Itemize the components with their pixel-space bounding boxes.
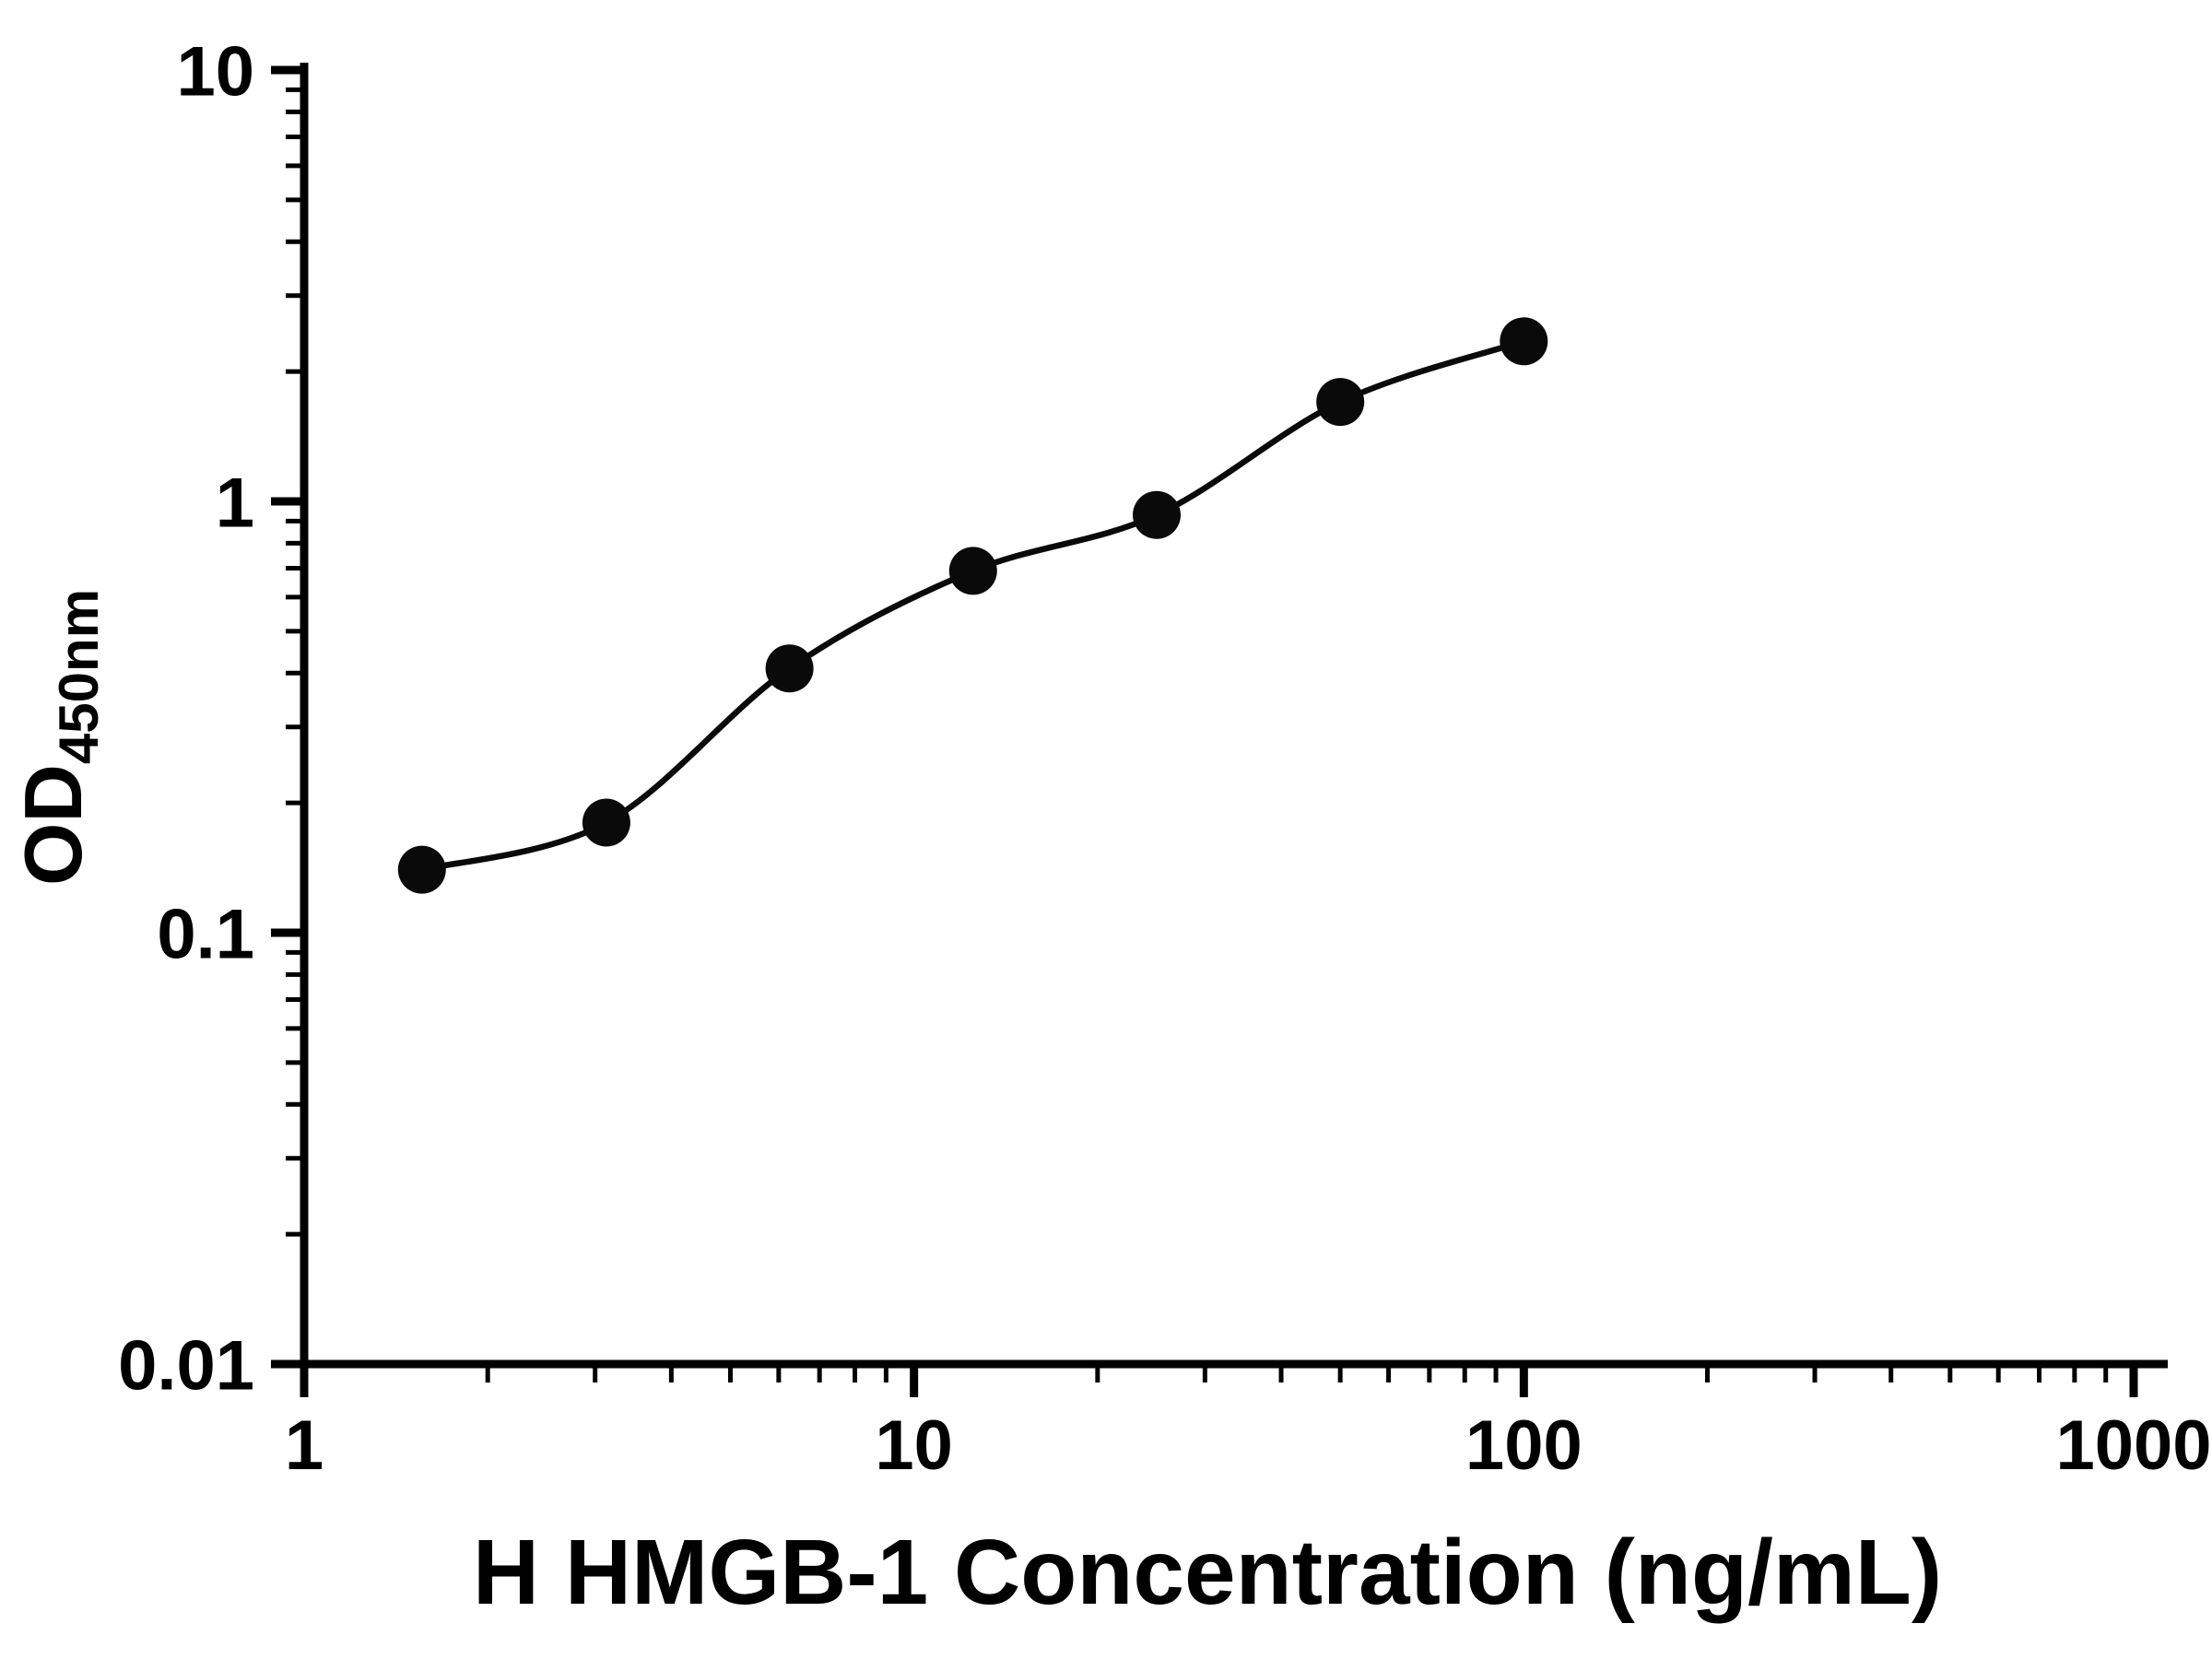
data-point (1500, 317, 1548, 366)
y-axis-title-main: OD (7, 764, 99, 886)
x-tick-label: 10 (875, 1406, 953, 1485)
axes-layer: 1 10 100 1000 0.01 0.1 1 10 (118, 32, 2211, 1485)
x-tick-label: 100 (1465, 1406, 1583, 1485)
y-tick-label: 0.01 (118, 1326, 254, 1405)
y-axis-title-subscript: 450nm (48, 589, 110, 764)
data-point (1316, 378, 1365, 427)
x-axis-title: H HMGB-1 Concentration (ng/mL) (473, 1521, 1942, 1624)
fit-curve (420, 338, 1525, 873)
data-point (397, 845, 446, 894)
y-tick-label: 10 (176, 32, 254, 111)
data-point (1133, 490, 1181, 539)
y-tick-label: 0.1 (157, 895, 254, 973)
y-tick-label: 1 (216, 464, 254, 542)
data-point (765, 644, 814, 693)
x-tick-label: 1 (285, 1406, 324, 1485)
y-axis-title: OD450nm (7, 589, 110, 886)
data-point (582, 798, 630, 847)
data-point (948, 547, 997, 595)
x-tick-label: 1000 (2055, 1406, 2211, 1485)
